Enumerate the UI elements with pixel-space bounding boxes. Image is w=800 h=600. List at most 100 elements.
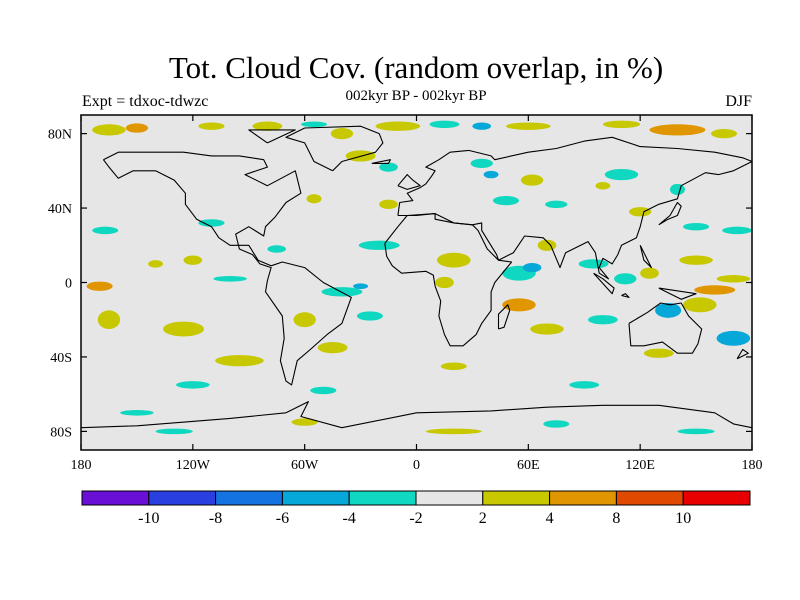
colorbar-label: -8	[209, 510, 222, 527]
anomaly-patch	[155, 428, 193, 435]
colorbar-swatch	[415, 490, 484, 506]
coastline	[658, 287, 697, 300]
coastline	[639, 245, 652, 269]
map-subtitle: 002kyr BP - 002kyr BP	[345, 88, 487, 104]
anomaly-patch	[300, 121, 328, 128]
coastline	[285, 125, 384, 172]
anomaly-patch	[213, 275, 247, 282]
anomaly-patch	[425, 428, 482, 435]
anomaly-patch	[435, 276, 454, 289]
y-tick-label: 40S	[50, 351, 72, 366]
colorbar-swatch	[348, 490, 417, 506]
anomaly-patch	[120, 409, 154, 416]
colorbar-swatch	[615, 490, 684, 506]
anomaly-patch	[649, 124, 706, 136]
anomaly-patch	[310, 386, 337, 395]
coastline	[497, 304, 511, 330]
anomaly-patch	[148, 260, 164, 268]
anomaly-patch	[683, 297, 717, 313]
colorbar-label: -10	[138, 510, 159, 527]
colorbar-swatch	[81, 490, 150, 506]
colorbar-swatch	[281, 490, 350, 506]
anomaly-patch	[472, 122, 492, 130]
coastline	[736, 348, 749, 360]
colorbar-swatch	[215, 490, 283, 506]
coastline	[621, 293, 630, 298]
anomaly-patch	[375, 121, 421, 131]
colorbar-swatch	[482, 490, 551, 506]
x-tick-label: 180	[742, 458, 763, 473]
anomaly-patch	[640, 267, 659, 279]
colorbar-label: 4	[546, 510, 554, 527]
x-tick-label: 60E	[517, 458, 540, 473]
coastline	[102, 151, 352, 386]
anomaly-patch	[502, 298, 536, 312]
anomaly-patch	[379, 199, 398, 209]
anomaly-patch	[595, 182, 611, 190]
anomaly-patch	[358, 240, 400, 250]
anomaly-field	[86, 120, 752, 435]
x-tick-label: 0	[413, 458, 420, 473]
coastline	[628, 302, 703, 354]
anomaly-patch	[655, 302, 682, 318]
anomaly-patch	[716, 330, 751, 346]
anomaly-patch	[198, 219, 225, 227]
anomaly-patch	[694, 285, 736, 295]
anomaly-patch	[183, 255, 203, 265]
anomaly-patch	[379, 162, 398, 172]
anomaly-patch	[437, 252, 471, 268]
y-tick-label: 0	[65, 277, 72, 292]
coastline	[593, 272, 615, 295]
anomaly-patch	[569, 381, 600, 389]
coastline	[248, 129, 296, 144]
x-tick-label: 120W	[176, 458, 211, 473]
colorbar-label: -2	[409, 510, 422, 527]
experiment-label: Expt = tdxoc-tdwzc	[82, 93, 209, 110]
map-background	[81, 115, 752, 450]
anomaly-patch	[716, 275, 751, 283]
anomaly-patch	[628, 207, 652, 217]
anomaly-patch	[643, 348, 674, 358]
anomaly-patch	[353, 283, 369, 290]
anomaly-patch	[683, 222, 710, 231]
map-title: Tot. Cloud Cov. (random overlap, in %)	[168, 50, 664, 85]
anomaly-patch	[291, 418, 318, 426]
x-tick-label: 60W	[291, 458, 319, 473]
anomaly-patch	[710, 128, 738, 139]
anomaly-patch	[163, 321, 205, 337]
anomaly-patch	[483, 170, 499, 179]
anomaly-patch	[470, 158, 493, 169]
colorbar-label: -6	[276, 510, 289, 527]
y-tick-label: 80N	[48, 128, 72, 143]
anomaly-patch	[97, 310, 121, 330]
anomaly-patch	[252, 121, 283, 131]
anomaly-patch	[440, 362, 467, 370]
anomaly-patch	[176, 381, 210, 389]
x-tick-label: 180	[71, 458, 92, 473]
anomaly-patch	[545, 200, 568, 209]
anomaly-patch	[520, 174, 544, 186]
anomaly-patch	[677, 428, 715, 435]
anomaly-patch	[679, 255, 713, 265]
coastline	[81, 401, 752, 429]
season-label: DJF	[725, 93, 752, 110]
anomaly-patch	[587, 315, 618, 325]
coastlines	[81, 125, 752, 429]
anomaly-patch	[429, 120, 460, 129]
anomaly-patch	[492, 195, 520, 206]
coastline	[371, 159, 391, 164]
anomaly-patch	[92, 226, 119, 235]
x-axis: 180 120W 60W 0 60E 120E 180	[71, 115, 763, 473]
y-axis: 80N 40N 0 40S 80S	[48, 128, 752, 440]
anomaly-patch	[578, 259, 609, 269]
colorbar: -10 -8 -6 -4 -2 2 4 8 10	[81, 490, 751, 527]
anomaly-patch	[215, 355, 264, 367]
anomaly-patch	[198, 122, 225, 130]
colorbar-label: 10	[675, 510, 691, 527]
anomaly-patch	[86, 281, 113, 291]
anomaly-patch	[317, 342, 348, 354]
anomaly-patch	[530, 323, 564, 335]
colorbar-label: -4	[343, 510, 356, 527]
anomaly-patch	[92, 124, 126, 136]
